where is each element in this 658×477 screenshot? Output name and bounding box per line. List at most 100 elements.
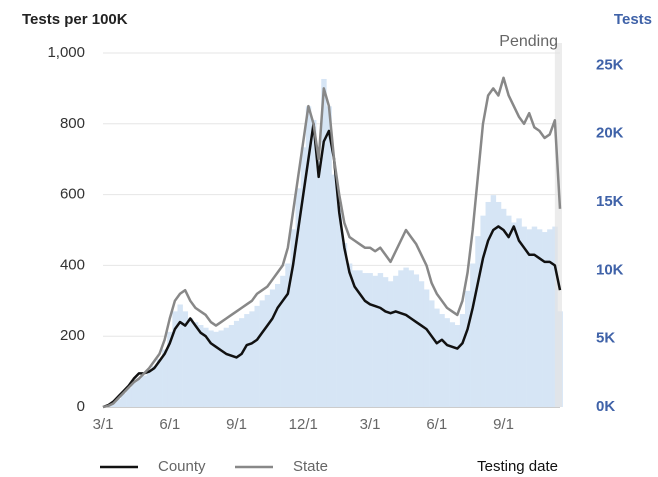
bar — [382, 277, 389, 407]
bar — [439, 314, 445, 407]
y2-tick-label: 10K — [596, 261, 624, 278]
bar — [485, 201, 491, 407]
y2-tick-label: 15K — [596, 193, 624, 210]
bar — [254, 305, 260, 407]
bar — [444, 318, 450, 407]
bar — [511, 222, 517, 407]
x-tick-label: 9/1 — [226, 416, 247, 433]
x-tick-label: 3/1 — [93, 416, 114, 433]
bar — [172, 311, 178, 407]
bar — [542, 232, 548, 407]
bar — [429, 300, 435, 407]
bar — [506, 215, 512, 407]
bar — [331, 174, 337, 407]
y-tick-label: 400 — [60, 256, 85, 273]
bar — [197, 324, 204, 407]
bar — [310, 119, 317, 408]
y2-axis-title: Tests — [614, 11, 652, 28]
bar — [192, 322, 199, 407]
line-series — [102, 76, 562, 409]
bar — [521, 226, 527, 407]
bar — [110, 402, 117, 407]
bar — [218, 330, 224, 407]
bar — [182, 311, 189, 407]
bar — [403, 267, 409, 407]
bar — [377, 273, 384, 407]
legend-label: State — [293, 458, 328, 475]
bar — [341, 242, 348, 407]
bar — [275, 283, 281, 407]
y2-tick-label: 25K — [596, 56, 624, 73]
bar — [352, 270, 358, 407]
bar — [454, 324, 461, 407]
bar — [269, 289, 276, 407]
bar — [490, 195, 497, 407]
bar — [393, 275, 399, 407]
x-tick-label: 9/1 — [493, 416, 514, 433]
bar — [526, 229, 533, 407]
bar — [208, 330, 214, 407]
bar — [151, 365, 158, 407]
bar — [244, 314, 250, 407]
bar — [547, 229, 553, 407]
bar — [500, 208, 507, 407]
bar — [346, 263, 353, 407]
y-axis-title: Tests per 100K — [22, 11, 128, 28]
bar — [336, 201, 343, 407]
y-tick-label: 600 — [60, 186, 85, 203]
bar — [459, 314, 466, 407]
bar — [475, 236, 481, 407]
bar — [177, 304, 183, 407]
bar — [228, 324, 235, 407]
bar — [141, 375, 147, 407]
y-tick-label: 800 — [60, 115, 85, 132]
y2-tick-label: 0K — [596, 398, 615, 415]
bar — [536, 229, 543, 407]
bar — [316, 160, 322, 407]
x-tick-label: 3/1 — [360, 416, 381, 433]
bar — [203, 327, 209, 407]
bar — [321, 78, 327, 407]
bar — [223, 327, 230, 407]
bar — [249, 311, 255, 407]
y2-tick-label: 20K — [596, 125, 624, 142]
bar — [115, 398, 122, 407]
bar — [300, 147, 307, 407]
y-tick-label: 0 — [77, 398, 85, 415]
pending-label: Pending — [499, 33, 558, 50]
x-tick-label: 12/1 — [289, 416, 318, 433]
bar — [362, 273, 368, 407]
bar — [413, 274, 420, 407]
bar — [295, 188, 301, 407]
bar — [167, 331, 173, 407]
bar — [120, 393, 127, 407]
x-axis-title: Testing date — [477, 458, 558, 475]
bar — [367, 273, 373, 407]
bar — [516, 218, 522, 407]
bar — [408, 270, 414, 407]
bar — [264, 294, 271, 407]
bar — [305, 106, 312, 407]
bar — [156, 359, 163, 407]
bar — [372, 275, 379, 407]
bar — [239, 318, 245, 407]
bar — [131, 382, 137, 407]
bar — [233, 320, 240, 407]
bar — [470, 263, 476, 407]
bar — [387, 281, 394, 407]
bar — [146, 371, 153, 407]
bar — [259, 300, 266, 407]
x-tick-label: 6/1 — [159, 416, 180, 433]
bar — [434, 308, 440, 407]
bar — [213, 331, 219, 407]
bar — [285, 263, 291, 407]
legend-label: County — [158, 458, 206, 475]
bar — [465, 290, 471, 407]
bar — [136, 378, 142, 407]
bar — [326, 106, 332, 407]
bar — [357, 270, 363, 407]
y-tick-label: 1,000 — [47, 44, 85, 61]
bar — [162, 349, 168, 407]
bar — [398, 270, 404, 407]
